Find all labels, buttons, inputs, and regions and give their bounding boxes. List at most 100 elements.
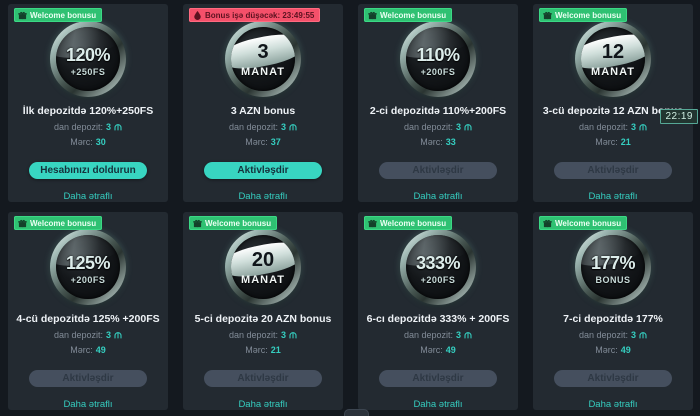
wager-value: 49: [620, 345, 631, 355]
deposit-info-line: dan depozit: 3: [54, 330, 122, 340]
clock-overlay: 22:19: [660, 109, 698, 124]
gift-icon: [18, 11, 27, 20]
more-details-link[interactable]: Daha ətraflı: [588, 399, 638, 410]
medal-value: 177%: [590, 252, 636, 273]
more-details-link[interactable]: Daha ətraflı: [413, 191, 463, 202]
bonus-card: Welcome bonusu 177% BONUS 7-ci depozitdə…: [533, 212, 693, 410]
badge-label: Welcome bonusu: [205, 218, 272, 228]
bonus-medal: 120% +250FS: [50, 21, 126, 97]
bonus-medal: 3 MANAT: [225, 21, 301, 97]
medal-subtitle: +200FS: [420, 274, 456, 285]
wager-label: Mərc:: [420, 345, 443, 355]
wager-value: 21: [270, 345, 281, 355]
badge-label: Welcome bonusu: [555, 218, 622, 228]
wager-info-line: Mərc: 33: [420, 137, 456, 147]
bonus-action-button[interactable]: Aktivləşdir: [554, 162, 672, 179]
gift-icon: [193, 219, 202, 228]
bonus-card: Welcome bonusu 110% +200FS 2-ci depozitd…: [358, 4, 518, 202]
deposit-label: dan depozit:: [53, 330, 104, 340]
bonus-action-button[interactable]: Aktivləşdir: [379, 370, 497, 387]
bonus-title: 6-cı depozitdə 333% + 200FS: [366, 313, 510, 325]
bonus-medal: 333% +200FS: [400, 229, 476, 305]
bonus-title: 5-ci depozitə 20 AZN bonus: [194, 313, 332, 325]
wager-info-line: Mərc: 37: [245, 137, 281, 147]
wager-label: Mərc:: [70, 345, 93, 355]
timer-drop-icon: [193, 10, 202, 20]
medal-value: 12: [601, 41, 625, 63]
more-details-link[interactable]: Daha ətraflı: [238, 399, 288, 410]
medal-subtitle: +200FS: [420, 66, 456, 77]
bonus-card: Bonus işə düşəcək: 23:49:55 3 MANAT 3 AZ…: [183, 4, 343, 202]
medal-value: 110%: [416, 44, 460, 65]
bonus-action-button[interactable]: Aktivləşdir: [204, 162, 322, 179]
wager-label: Mərc:: [245, 345, 268, 355]
wager-value: 33: [445, 137, 456, 147]
manat-icon: [639, 331, 647, 339]
more-details-link[interactable]: Daha ətraflı: [588, 191, 638, 202]
bonus-action-button[interactable]: Aktivləşdir: [204, 370, 322, 387]
medal-value: 120%: [65, 44, 111, 65]
deposit-info-line: dan depozit: 3: [229, 330, 297, 340]
deposit-label: dan depozit:: [228, 122, 279, 132]
gift-icon: [18, 219, 27, 228]
wager-label: Mərc:: [595, 345, 618, 355]
gift-icon: [368, 219, 377, 228]
manat-icon: [114, 331, 122, 339]
medal-face: 333% +200FS: [406, 235, 470, 299]
bonus-type-badge: Bonus işə düşəcək: 23:49:55: [189, 8, 321, 22]
bonus-title: 3-cü depozitə 12 AZN bonus: [542, 105, 684, 117]
deposit-info-line: dan depozit: 3: [54, 122, 122, 132]
manat-icon: [639, 123, 647, 131]
deposit-value: 3: [106, 330, 112, 340]
deposit-info-line: dan depozit: 3: [404, 122, 472, 132]
deposit-value: 3: [631, 122, 637, 132]
bonus-type-badge: Welcome bonusu: [364, 8, 453, 22]
more-details-link[interactable]: Daha ətraflı: [413, 399, 463, 410]
wager-value: 21: [620, 137, 631, 147]
badge-label: Welcome bonusu: [30, 10, 97, 20]
medal-subtitle: MANAT: [241, 274, 285, 286]
deposit-value: 3: [106, 122, 112, 132]
deposit-value: 3: [456, 122, 462, 132]
bonus-action-button[interactable]: Aktivləşdir: [29, 370, 147, 387]
deposit-value: 3: [281, 330, 287, 340]
manat-icon: [464, 331, 472, 339]
more-details-link[interactable]: Daha ətraflı: [63, 191, 113, 202]
badge-label: Welcome bonusu: [380, 10, 447, 20]
bonus-action-button[interactable]: Hesabınızı doldurun: [29, 162, 147, 179]
more-details-link[interactable]: Daha ətraflı: [63, 399, 113, 410]
wager-value: 30: [95, 137, 106, 147]
badge-label: Welcome bonusu: [555, 10, 622, 20]
wager-info-line: Mərc: 49: [70, 345, 106, 355]
bonus-card: Welcome bonusu 20 MANAT 5-ci depozitə 20…: [183, 212, 343, 410]
bonus-medal: 20 MANAT: [225, 229, 301, 305]
wager-value: 49: [95, 345, 106, 355]
bonus-medal: 12 MANAT: [575, 21, 651, 97]
wager-info-line: Mərc: 30: [70, 137, 106, 147]
wager-label: Mərc:: [595, 137, 618, 147]
deposit-label: dan depozit:: [578, 330, 629, 340]
bonus-action-button[interactable]: Aktivləşdir: [379, 162, 497, 179]
deposit-label: dan depozit:: [53, 122, 104, 132]
bonus-title: 7-ci depozitdə 177%: [563, 313, 663, 325]
bonus-type-badge: Welcome bonusu: [189, 216, 278, 230]
deposit-info-line: dan depozit: 3: [579, 330, 647, 340]
medal-face: 120% +250FS: [56, 27, 120, 91]
deposit-info-line: dan depozit: 3: [229, 122, 297, 132]
medal-subtitle: MANAT: [241, 66, 285, 78]
bonus-action-button[interactable]: Aktivləşdir: [554, 370, 672, 387]
wager-info-line: Mərc: 49: [595, 345, 631, 355]
more-details-link[interactable]: Daha ətraflı: [238, 191, 288, 202]
medal-face: 3 MANAT: [231, 27, 295, 91]
wager-value: 37: [270, 137, 281, 147]
bonus-type-badge: Welcome bonusu: [539, 216, 628, 230]
bonus-title: 4-cü depozitdə 125% +200FS: [16, 313, 160, 325]
manat-icon: [464, 123, 472, 131]
deposit-label: dan depozit:: [578, 122, 629, 132]
bonus-medal: 125% +200FS: [50, 229, 126, 305]
badge-label: Bonus işə düşəcək: 23:49:55: [205, 10, 315, 20]
bonus-card: Welcome bonusu 120% +250FS İlk depozitdə…: [8, 4, 168, 202]
bottom-scroll-tab[interactable]: [344, 409, 369, 416]
deposit-value: 3: [456, 330, 462, 340]
